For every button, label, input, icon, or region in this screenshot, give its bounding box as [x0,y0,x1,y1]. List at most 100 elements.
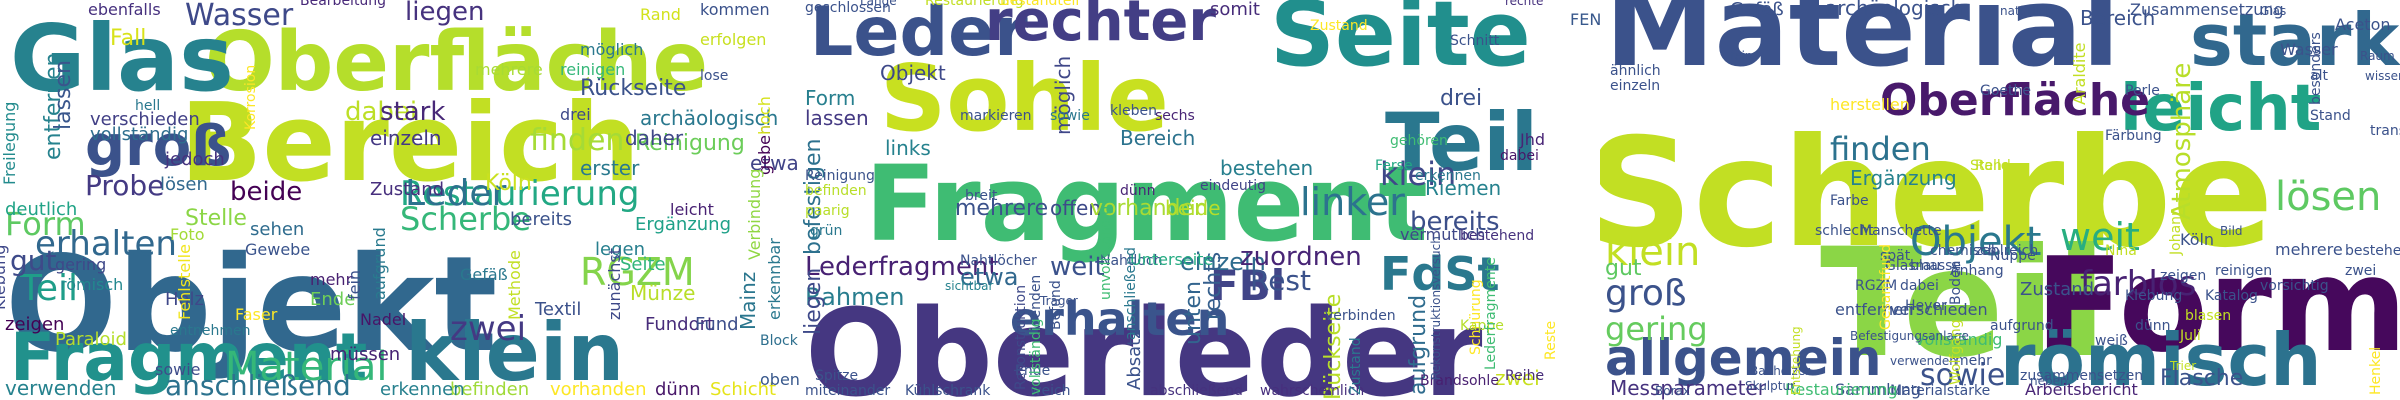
cloud-2-word-63: Reihe [1505,368,1544,384]
cloud-3-word-32: vollständig [1915,330,2002,349]
cloud-3-word-43: entfernen [1835,300,1913,319]
cloud-1-word-73: etwa [750,151,799,175]
cloud-2-word-34: mehrere [955,196,1048,221]
cloud-3-word-8: Oberfläche [1880,75,2150,126]
cloud-1-word-88: entnehmen [170,323,250,339]
cloud-3-word-54: Färbung [2105,128,2162,144]
cloud-3-word-19: Bereich [2080,6,2155,30]
cloud-3-word-39: schlecht [1815,223,1874,239]
cloud-3-word-37: zeigen [2160,268,2206,284]
cloud-3-word-56: ähnlich [1610,63,1661,79]
cloud-1-word-23: liegen [405,0,484,27]
cloud-2-word-36: vorhanden [1090,196,1208,221]
cloud-1-word-68: mehr [310,270,353,289]
cloud-1-word-94: erkennbar [765,238,784,320]
cloud-1-word-51: bereits [510,209,572,230]
cloud-2-word-55: dabei [1500,148,1539,164]
cloud-1-word-19: finden [530,123,624,158]
cloud-2-word-75: gehören [1390,133,1448,149]
cloud-3-word-3: Material [1605,0,2120,91]
cloud-2-word-69: Zustand [1348,337,1364,395]
cloud-1-word-2: Oberfläche [205,15,708,110]
cloud-1-word-99: lose [700,68,728,84]
cloud-3-word-11: weit [2060,215,2140,259]
cloud-3-word-10: klein [1605,229,1700,275]
cloud-1-word-71: legen [595,239,645,260]
cloud-1-word-37: Foto [170,225,204,244]
cloud-2-word-23: rechts [1201,252,1226,320]
cloud-2-word-8: FdSt [1380,247,1499,301]
cloud-1-word-16: Form [5,205,86,243]
cloud-2-word-20: befestigen [801,139,826,255]
cloud-3-word-36: mehrere [2275,240,2343,259]
cloud-1-word-34: ebenfalls [88,0,161,19]
cloud-1-word-50: Seite [620,254,666,275]
cloud-3-word-41: Glasmasse [1885,258,1961,274]
cloud-2-word-13: Rest [1250,264,1311,297]
cloud-3-word-82: Borax [1655,384,1690,398]
cloud-3-word-62: zwei [2345,263,2376,279]
word-cloud-2-canvas: OberlederFragmentSohleSeiteTeilLederrech… [801,0,1600,400]
cloud-2-word-40: somit [1210,0,1260,20]
cloud-1-word-15: Teil [19,268,78,309]
cloud-1-word-43: Köln [485,171,532,196]
cloud-1-word-44: daher [625,126,684,150]
cloud-1-word-40: Ergänzung [635,214,731,235]
cloud-1-word-6: groß [85,114,231,179]
cloud-2-word-22: unten [1181,281,1206,345]
cloud-1-word-84: Freilegung [0,102,19,185]
cloud-2-word-72: Reinigung [805,168,875,184]
cloud-2-word-80: Ende [1015,363,1050,379]
cloud-3-word-93: Raum [2360,49,2395,63]
cloud-2-word-61: miteinander [805,383,890,399]
cloud-2-word-26: zwei [1495,366,1540,390]
cloud-3-word-94: Glas [2260,4,2286,18]
cloud-2-word-0: Oberleder [805,285,1482,400]
cloud-3-word-20: Gefäß [1730,0,1784,20]
cloud-2-word-76: erkennen [1415,168,1481,184]
cloud-1-word-62: Klebung [0,245,9,310]
cloud-3-word-72: Juli [2179,328,2201,344]
cloud-2-word-32: Bereich [1120,126,1195,150]
cloud-2-word-7: erhalten [1010,292,1229,346]
cloud-1-word-38: Gewebe [245,240,310,259]
cloud-3-word-7: allgemein [1605,329,1881,387]
cloud-1-word-10: erhalten [35,224,177,264]
cloud-2-word-57: Absatz [1124,329,1145,390]
cloud-3-word-98: Stelle [1970,158,2009,174]
cloud-3-word-88: natürlich [2000,4,2053,18]
cloud-2-word-91: vollständig [1028,318,1044,395]
cloud-2-word-52: Unterseite [1130,250,1213,269]
cloud-1-word-60: sowie [155,360,201,379]
cloud-2-word-87: sowie [1050,108,1090,124]
cloud-1-word-81: Block [760,333,799,349]
cloud-3-word-61: Johann [2168,207,2184,256]
cloud-2-word-33: bestehen [1220,156,1313,180]
cloud-1-word-56: erkennen [380,379,465,400]
cloud-3-word-49: Perle [2125,83,2160,99]
cloud-2-word-89: breit [965,188,998,204]
cloud-3-word-66: zahlreich [1975,243,2038,259]
cloud-3-word-29: Materialstärke [1890,383,1990,399]
cloud-1-word-24: gut [10,244,57,277]
cloud-3-word-63: bestehen [2345,243,2400,259]
cloud-3-word-64: vorsichtig [2260,278,2329,294]
cloud-1-word-27: Reinigung [635,131,745,156]
cloud-2-word-79: kleben [1110,103,1157,119]
cloud-2-word-86: Befund [1048,280,1064,330]
cloud-3-word-45: RGZM [1855,278,1897,294]
cloud-1-word-72: Gefäß [460,265,508,284]
cloud-2-word-43: rechte [1505,0,1543,8]
cloud-1-word-80: oben [760,370,800,389]
cloud-2-word-48: vermutlich [1400,225,1485,244]
cloud-2-word-37: beide [1165,196,1221,220]
cloud-1-word-18: stark [380,97,445,127]
cloud-3-word-2: Form [2035,229,2400,381]
cloud-2-word-66: grün [810,223,842,239]
cloud-3-word-46: dabei [1900,278,1939,294]
cloud-2-word-46: Restaurierung [925,0,1024,9]
cloud-1-word-89: Faser [235,305,278,324]
